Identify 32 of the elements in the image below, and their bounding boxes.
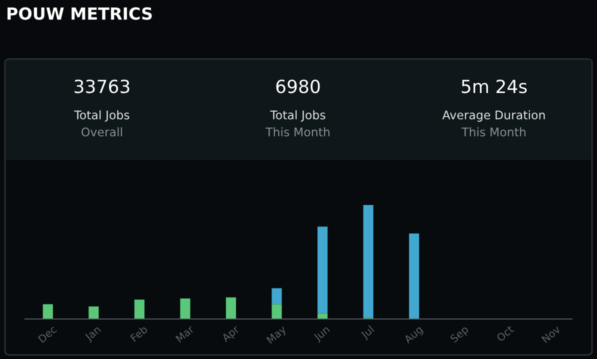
bar [272,288,282,304]
bar [134,300,144,319]
text: Total Jobs [74,110,130,122]
x-tick-label: Sep [450,325,470,344]
bar [42,304,53,319]
x-tick-label: Jan [84,325,102,343]
text: Average Duration [442,110,545,122]
bar [317,226,328,314]
x-tick-label: Jul [360,325,376,341]
x-tick-label: Mar [175,324,195,343]
x-tick-label: Dec [38,325,58,344]
text: This Month [462,127,526,136]
bar [226,297,236,319]
bar [272,304,282,319]
x-tick-label: Oct [496,324,514,342]
bar [363,205,374,318]
x-tick-label: Nov [541,325,561,344]
text: 5m 24s [462,80,527,94]
text: Total Jobs [270,110,326,122]
x-tick-label: Jun [312,325,332,344]
text: POUW METRICS [8,7,152,20]
text: 33763 [74,80,130,94]
x-tick-label: Apr [221,324,242,344]
bar [88,306,99,319]
text: 6980 [276,80,320,94]
x-tick-label: May [266,325,288,346]
bar [409,234,420,319]
x-tick-label: Aug [403,325,424,346]
x-tick-label: Feb [130,324,148,342]
bar [180,298,190,319]
text: Overall [82,127,122,136]
text: This Month [266,127,330,136]
